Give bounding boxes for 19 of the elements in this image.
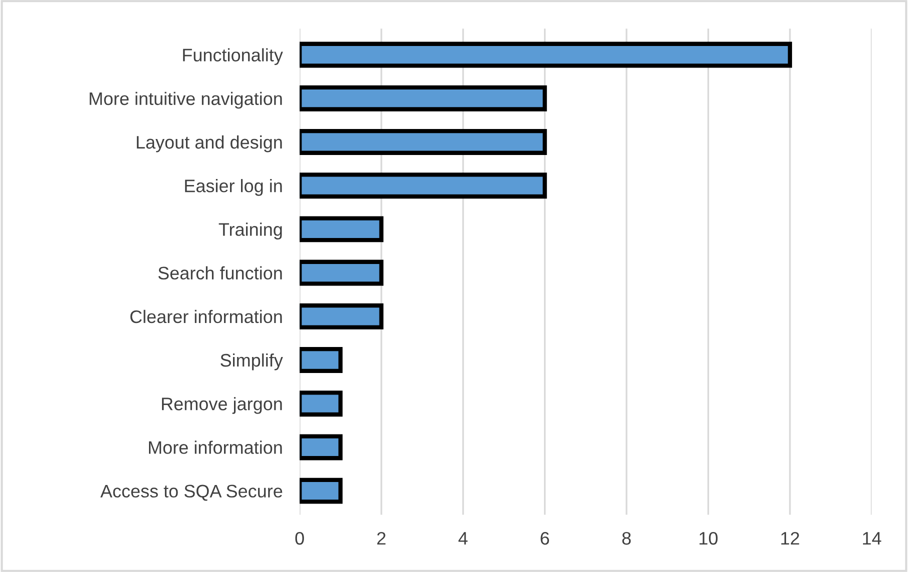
x-tick-label: 0 xyxy=(295,532,304,545)
y-tick-label: Simplify xyxy=(220,353,283,370)
y-tick-label: Functionality xyxy=(183,48,283,66)
x-tick-label: 8 xyxy=(622,532,631,545)
x-tick-label: 14 xyxy=(863,532,882,545)
y-tick-label: Search function xyxy=(158,266,282,280)
x-tick-label: 6 xyxy=(540,532,550,545)
y-tick-label: Remove jargon xyxy=(162,397,282,414)
y-tick-label: More information xyxy=(148,440,282,454)
y-tick-label: More intuitive navigation xyxy=(90,92,282,109)
x-tick-label: 10 xyxy=(700,532,718,545)
x-tick-label: 12 xyxy=(781,532,800,545)
y-tick-label: Access to SQA Secure xyxy=(100,484,282,501)
x-tick-label: 2 xyxy=(377,532,386,545)
y-tick-label: Training xyxy=(218,222,282,240)
x-tick-label: 4 xyxy=(458,532,468,545)
y-tick-label: Clearer information xyxy=(130,310,282,324)
y-tick-label: Layout and design xyxy=(136,135,282,152)
y-tick-label: Easier log in xyxy=(185,179,282,196)
